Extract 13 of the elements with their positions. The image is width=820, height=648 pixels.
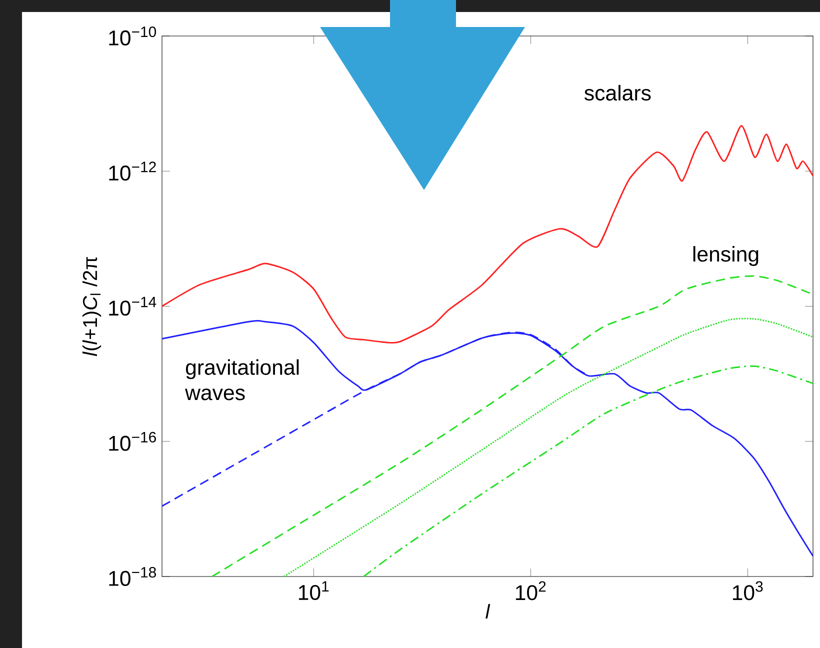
x-tick-label: 10$^{2}$ xyxy=(516,581,546,600)
y-axis-title: l(l+1)C$_{l}$ /2π xyxy=(82,257,102,356)
x-tick-label: 10$^{1}$ xyxy=(298,581,329,600)
y-tick-label: 10$^{−16}$ xyxy=(109,432,156,451)
annotation: gravitational waves xyxy=(185,359,299,400)
y-tick-label: 10$^{−18}$ xyxy=(109,567,156,586)
x-tick-label: 10$^{3}$ xyxy=(732,581,763,600)
x-axis-title: l xyxy=(486,604,490,619)
y-tick-label: 10$^{−14}$ xyxy=(109,296,156,316)
annotation: scalars xyxy=(584,84,651,101)
annotation: lensing xyxy=(693,246,758,266)
y-tick-label: 10$^{−12}$ xyxy=(109,162,156,181)
y-tick-label: 10$^{−10}$ xyxy=(109,26,156,46)
